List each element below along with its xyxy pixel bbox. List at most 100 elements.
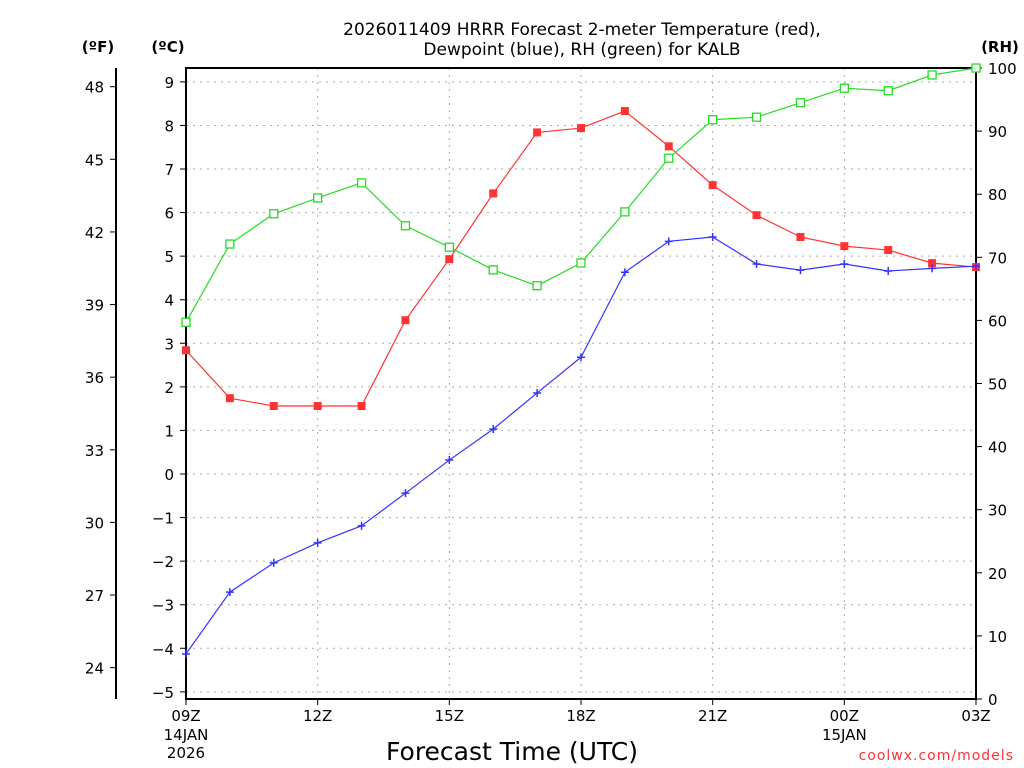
rh-point xyxy=(356,178,367,188)
c-tick-label: −5 xyxy=(152,684,174,702)
rh-point xyxy=(664,153,674,163)
rh-point xyxy=(225,239,235,249)
dewpoint-point xyxy=(313,538,322,547)
rh-point xyxy=(620,207,630,217)
temperature-point xyxy=(182,346,190,355)
dewpoint-point xyxy=(401,489,410,498)
rh-point xyxy=(400,221,411,231)
rh-tick-label: 40 xyxy=(988,439,1007,457)
c-tick-label: −3 xyxy=(152,597,174,615)
x-tick-sublabel: 15JAN xyxy=(822,726,867,744)
x-tick-label: 21Z xyxy=(698,707,727,725)
c-tick-label: 8 xyxy=(164,117,174,135)
rh-point xyxy=(576,258,586,268)
f-tick-label: 42 xyxy=(85,224,104,242)
dewpoint-point xyxy=(357,521,366,530)
temperature-point xyxy=(884,246,893,255)
temperature-point xyxy=(225,394,234,403)
x-tick-label: 00Z xyxy=(830,707,859,725)
rh-tick-label: 20 xyxy=(988,565,1007,583)
f-tick-label: 24 xyxy=(85,660,104,678)
f-tick-label: 27 xyxy=(85,587,104,605)
x-tick-label: 03Z xyxy=(961,707,990,725)
c-tick-label: 7 xyxy=(164,161,174,179)
c-tick-label: 9 xyxy=(164,74,174,92)
temperature-point xyxy=(620,107,629,116)
dewpoint-point xyxy=(577,353,585,362)
f-tick-label: 48 xyxy=(85,79,104,97)
c-tick-label: 6 xyxy=(164,205,174,223)
rh-tick-label: 90 xyxy=(988,123,1007,141)
c-tick-label: −2 xyxy=(152,553,174,571)
rh-point xyxy=(751,112,762,122)
dewpoint-point xyxy=(840,259,849,268)
temperature-point xyxy=(533,128,542,137)
dewpoint-point xyxy=(489,425,498,434)
f-tick-label: 45 xyxy=(85,151,104,169)
f-tick-label: 39 xyxy=(85,297,104,315)
rh-point xyxy=(927,70,937,80)
c-tick-label: −1 xyxy=(152,510,174,528)
f-tick-label: 36 xyxy=(85,369,104,387)
temperature-point xyxy=(577,124,585,133)
temperature-point xyxy=(401,316,410,325)
x-tick-label: 18Z xyxy=(566,707,595,725)
f-tick-label: 30 xyxy=(85,514,104,532)
x-tick-label: 12Z xyxy=(303,707,332,725)
x-tick-sublabel: 2026 xyxy=(167,744,205,762)
dewpoint-point xyxy=(972,262,980,271)
c-axis-label: (ºC) xyxy=(151,38,184,56)
dewpoint-point xyxy=(182,649,190,658)
temperature-point xyxy=(928,259,937,268)
c-tick-label: 2 xyxy=(164,379,174,397)
f-axis-label: (ºF) xyxy=(82,38,114,56)
temperature-point xyxy=(796,232,805,241)
rh-point xyxy=(181,317,191,327)
dewpoint-point xyxy=(796,266,805,275)
rh-tick-label: 30 xyxy=(988,502,1007,520)
rh-tick-label: 80 xyxy=(988,186,1007,204)
temperature-point xyxy=(840,242,849,251)
rh-tick-label: 0 xyxy=(988,691,998,709)
x-tick-label: 09Z xyxy=(171,707,200,725)
rh-point xyxy=(971,63,981,73)
rh-point xyxy=(313,193,323,203)
dewpoint-point xyxy=(269,558,278,567)
dewpoint-point xyxy=(445,456,454,465)
chart-title: Dewpoint (blue), RH (green) for KALB xyxy=(423,40,740,60)
x-tick-label: 15Z xyxy=(435,707,464,725)
rh-point xyxy=(839,83,849,93)
temperature-point xyxy=(445,255,454,264)
rh-point xyxy=(444,242,454,252)
dewpoint-point xyxy=(620,268,629,277)
rh-axis-label: (RH) xyxy=(981,38,1019,56)
dewpoint-point xyxy=(533,388,542,397)
chart-title: 2026011409 HRRR Forecast 2-meter Tempera… xyxy=(343,20,821,40)
dewpoint-point xyxy=(928,264,937,273)
rh-point xyxy=(795,98,806,108)
credit-text: coolwx.com/models xyxy=(859,748,1014,764)
temperature-point xyxy=(313,402,322,411)
c-tick-label: 5 xyxy=(164,248,174,266)
c-tick-label: 0 xyxy=(164,466,174,484)
temperature-point xyxy=(357,402,366,411)
c-tick-label: 1 xyxy=(164,422,174,440)
dewpoint-point xyxy=(708,232,717,241)
rh-tick-label: 70 xyxy=(988,249,1007,267)
rh-tick-label: 10 xyxy=(988,628,1007,646)
rh-point xyxy=(708,115,718,125)
rh-point xyxy=(488,265,498,275)
f-tick-label: 33 xyxy=(85,442,104,460)
rh-point xyxy=(532,281,542,291)
temperature-point xyxy=(752,211,761,220)
c-tick-label: 4 xyxy=(164,292,174,310)
x-axis-label: Forecast Time (UTC) xyxy=(386,737,638,766)
temperature-point xyxy=(489,189,498,198)
temperature-point xyxy=(269,402,278,411)
c-tick-label: −4 xyxy=(152,640,174,658)
dewpoint-point xyxy=(225,588,234,597)
c-tick-label: 3 xyxy=(164,335,174,353)
temperature-point xyxy=(664,142,673,151)
rh-point xyxy=(269,209,279,219)
